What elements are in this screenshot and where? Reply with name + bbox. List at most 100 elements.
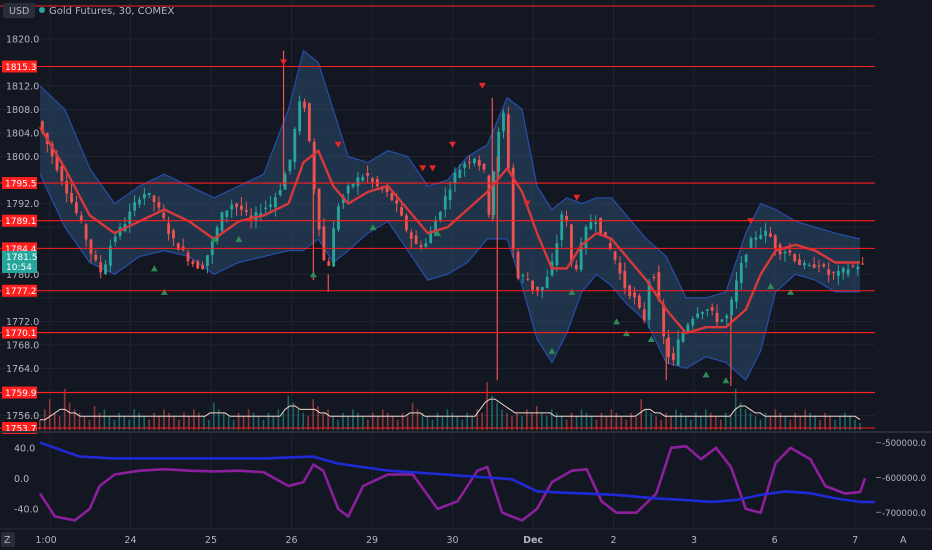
candle-body (468, 162, 471, 164)
time-tick-label[interactable]: 25 (205, 535, 217, 546)
volume-bar (555, 412, 558, 430)
candle-body (516, 251, 520, 279)
time-tick-label[interactable]: 2 (611, 535, 617, 546)
sell-marker (747, 218, 755, 225)
volume-bar (481, 412, 483, 430)
candle-body (739, 262, 743, 283)
buy-marker (160, 288, 168, 295)
volume-bar (859, 423, 861, 430)
volume-bar (342, 412, 344, 430)
signal-markers (150, 59, 795, 384)
volume-bar (506, 412, 508, 430)
candle-body (94, 254, 98, 261)
candle-body (89, 239, 93, 254)
volume-bar (476, 409, 478, 430)
candle-body (846, 269, 850, 275)
volume-bar (416, 409, 419, 430)
candle-body (487, 175, 491, 215)
volume-bar (367, 419, 369, 430)
candle-body (50, 143, 54, 157)
candle-body (240, 205, 243, 210)
volume-bar (436, 412, 439, 430)
volume-bar (317, 406, 319, 430)
candle-body (773, 235, 777, 249)
candle-body (681, 331, 685, 342)
volume-bar (545, 416, 548, 430)
candle-body (167, 223, 171, 234)
time-tick-label[interactable]: 3 (691, 535, 697, 546)
candle-body (176, 243, 180, 250)
sell-marker (573, 194, 581, 201)
volume-bar (660, 419, 662, 430)
volume-bar (759, 419, 762, 430)
volume-bar (272, 416, 275, 430)
currency-badge[interactable] (3, 3, 35, 18)
volume-bar (804, 409, 807, 430)
symbol-title[interactable]: Gold Futures, 30, COMEX (49, 6, 174, 17)
time-tick-label[interactable]: 29 (366, 535, 378, 546)
candle-body (851, 265, 855, 267)
candle-body (744, 254, 748, 263)
time-axis[interactable]: 1:00 24 25 26 29 30 Dec 2 3 6 7 (35, 535, 858, 546)
time-tick-label[interactable]: 7 (852, 535, 858, 546)
candle-body (351, 183, 355, 187)
volume-bar (212, 402, 215, 430)
candle-body (836, 270, 840, 276)
price-tick-label: 1820.0 (6, 34, 39, 45)
candle-body (565, 216, 568, 222)
volume-bar (287, 395, 290, 430)
candle-body (448, 189, 452, 200)
buy-marker (309, 271, 317, 278)
time-tick-label[interactable]: 30 (446, 535, 458, 546)
level-label: 1815.3 (5, 63, 37, 73)
sell-marker (478, 82, 486, 89)
price-tick-label: 1764.0 (6, 364, 39, 375)
volume-bar (207, 419, 210, 430)
volume-bar (123, 416, 126, 430)
timezone-button-box[interactable] (1, 532, 15, 547)
volume-bar (640, 399, 642, 430)
currency-label[interactable]: USD (9, 6, 29, 17)
volume-bar (93, 406, 96, 430)
auto-scale-label[interactable]: A (900, 535, 907, 546)
timezone-button[interactable]: Z (1, 532, 15, 547)
volume-bar (376, 416, 379, 430)
volume-bar (227, 416, 230, 430)
buy-marker (722, 377, 730, 384)
time-tick-label[interactable]: Dec (523, 535, 543, 546)
band-area (40, 50, 861, 381)
auto-scale-button[interactable]: A (900, 535, 907, 546)
candle-body (60, 166, 64, 182)
candle-body (662, 304, 666, 337)
volume-bar (635, 416, 638, 430)
volume-bar (565, 419, 568, 430)
candle-body (108, 245, 112, 266)
bar-countdown: 10:54 (6, 263, 32, 273)
time-tick-label[interactable]: 1:00 (35, 535, 56, 546)
time-tick-label[interactable]: 26 (285, 535, 297, 546)
price-axis[interactable]: 1820.0 1812.0 1808.0 1804.0 1800.0 1792.0 1780… (6, 34, 39, 422)
oscillator-axis[interactable]: 40.0 0.0 -40.0 -500000.0 -600000.0 -700000.0 (14, 439, 926, 519)
candle-body (667, 337, 670, 358)
candle-body (172, 230, 175, 239)
time-tick-label[interactable]: 6 (772, 535, 778, 546)
volume-bar (282, 412, 285, 430)
candle-body (822, 264, 826, 267)
volume-bar (222, 412, 225, 430)
volume-bar (501, 409, 503, 430)
buy-marker (434, 230, 442, 237)
volume-bar (709, 412, 712, 430)
candle-body (841, 268, 845, 273)
candle-body (623, 270, 627, 289)
buy-marker (369, 224, 377, 231)
buy-marker (647, 336, 655, 343)
level-label-box (2, 386, 37, 399)
horizontal-levels[interactable]: 1815.3 1795.5 1789.1 1784.4 1777.2 1770.1 1759… (0, 5, 875, 435)
timezone-button-label[interactable]: Z (4, 535, 11, 546)
volume-bar (406, 416, 409, 430)
time-tick-label[interactable]: 24 (124, 535, 136, 546)
candle-body (70, 192, 73, 203)
candle-body (41, 121, 44, 133)
volume-bar (625, 419, 628, 430)
